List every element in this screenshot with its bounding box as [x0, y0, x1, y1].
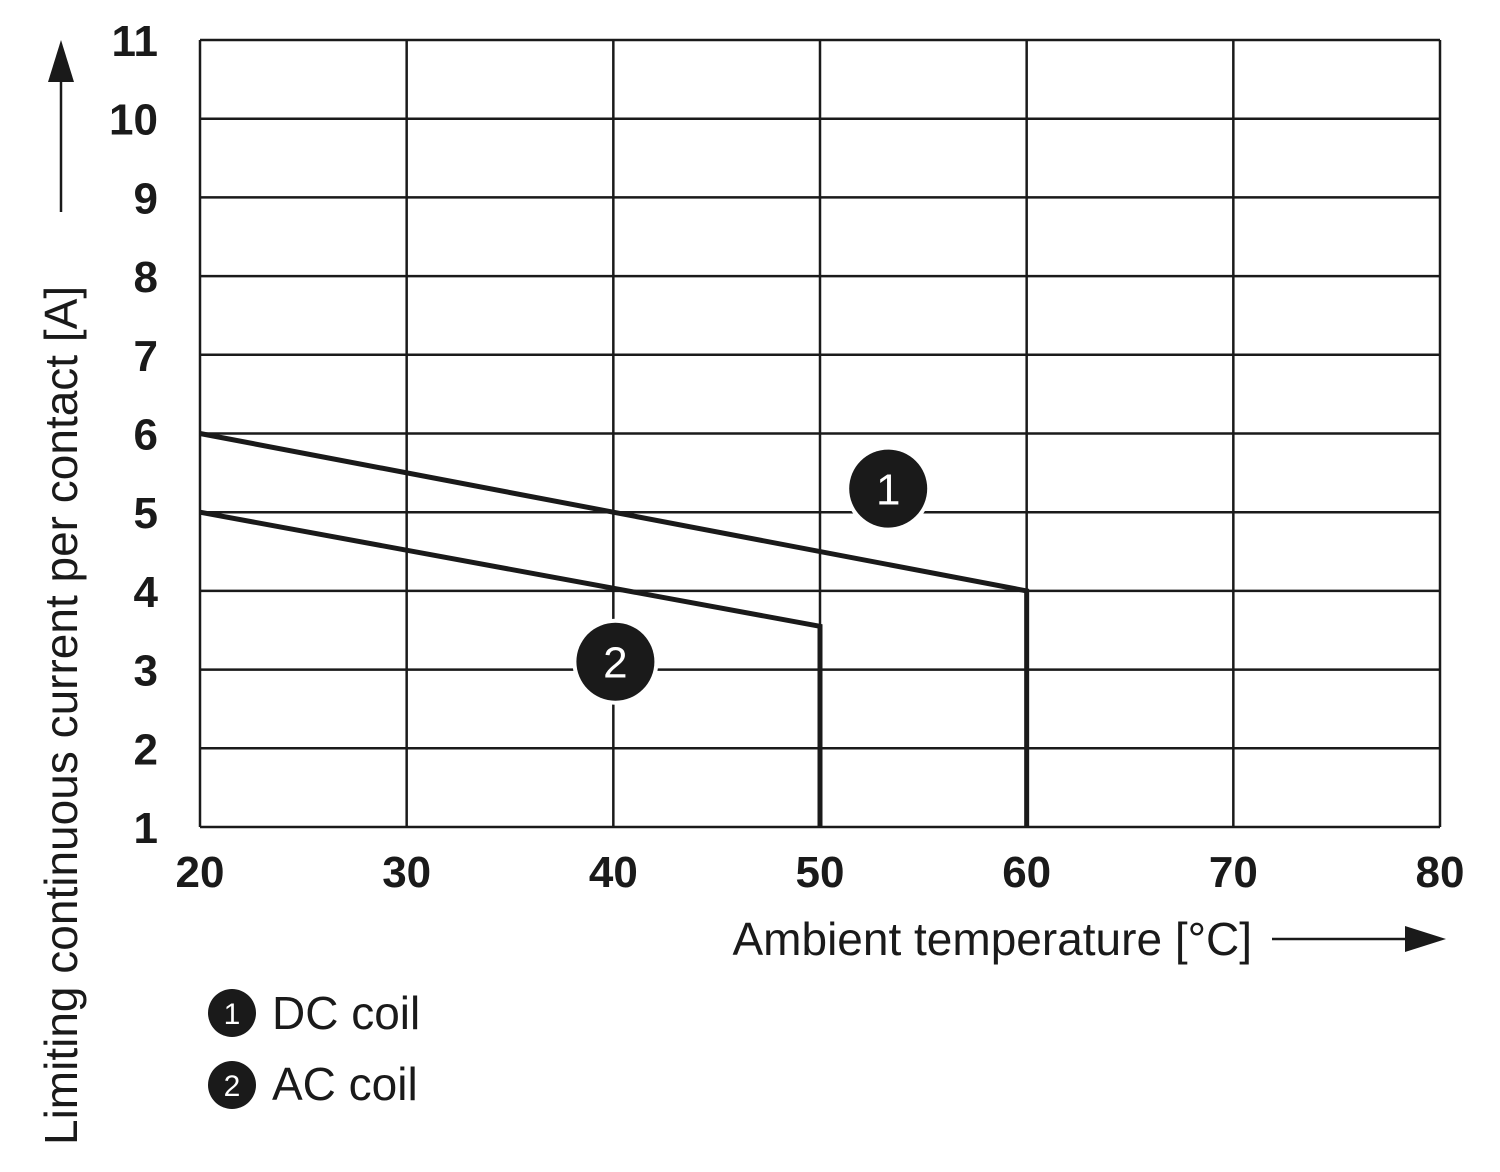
legend-label-dc-coil: DC coil: [272, 987, 420, 1039]
x-axis-title: Ambient temperature [°C]: [733, 913, 1446, 965]
y-tick-labels: 1 2 3 4 5 6 7 8 9 10 11: [109, 17, 158, 853]
y-axis-title: Limiting continuous current per contact …: [35, 40, 87, 1145]
x-tick-label-70: 70: [1209, 848, 1258, 897]
y-tick-label-6: 6: [134, 411, 158, 460]
x-tick-label-50: 50: [796, 848, 845, 897]
x-tick-label-20: 20: [176, 848, 225, 897]
y-tick-label-11: 11: [111, 17, 158, 66]
series-marker-number-2: 2: [603, 639, 627, 688]
y-tick-label-9: 9: [134, 174, 158, 223]
y-tick-label-5: 5: [134, 489, 158, 538]
x-tick-labels: 20 30 40 50 60 70 80: [176, 848, 1465, 897]
y-tick-label-4: 4: [134, 568, 159, 617]
y-axis-label: Limiting continuous current per contact …: [35, 286, 87, 1145]
legend-item-dc-coil: 1 DC coil: [208, 987, 420, 1039]
x-tick-label-80: 80: [1416, 848, 1465, 897]
legend-label-ac-coil: AC coil: [272, 1058, 418, 1110]
legend-marker-2: [208, 1061, 256, 1109]
series-markers: 12: [572, 445, 932, 705]
y-tick-label-8: 8: [134, 253, 158, 302]
series-marker-1: [849, 449, 928, 528]
series-marker-2: [576, 622, 655, 701]
legend: 1 DC coil 2 AC coil: [208, 987, 420, 1110]
x-tick-label-30: 30: [382, 848, 431, 897]
x-tick-label-40: 40: [589, 848, 638, 897]
y-tick-label-1: 1: [134, 804, 158, 853]
y-tick-label-10: 10: [109, 96, 158, 145]
series-line-2: [199, 509, 823, 827]
series-line-1: [199, 431, 1030, 827]
legend-marker-1-number: 1: [224, 998, 241, 1031]
y-axis-arrowhead: [48, 40, 74, 82]
legend-marker-1: [208, 989, 256, 1037]
series-lines: [199, 431, 1030, 827]
y-tick-label-3: 3: [134, 647, 158, 696]
legend-marker-2-number: 2: [224, 1070, 241, 1103]
x-tick-label-60: 60: [1002, 848, 1051, 897]
x-axis-arrowhead: [1405, 926, 1446, 952]
series-marker-number-1: 1: [876, 466, 900, 515]
x-axis-label: Ambient temperature [°C]: [733, 913, 1253, 965]
legend-item-ac-coil: 2 AC coil: [208, 1058, 418, 1110]
grid: [198, 38, 1442, 829]
y-tick-label-2: 2: [134, 725, 158, 774]
y-tick-label-7: 7: [134, 332, 158, 381]
